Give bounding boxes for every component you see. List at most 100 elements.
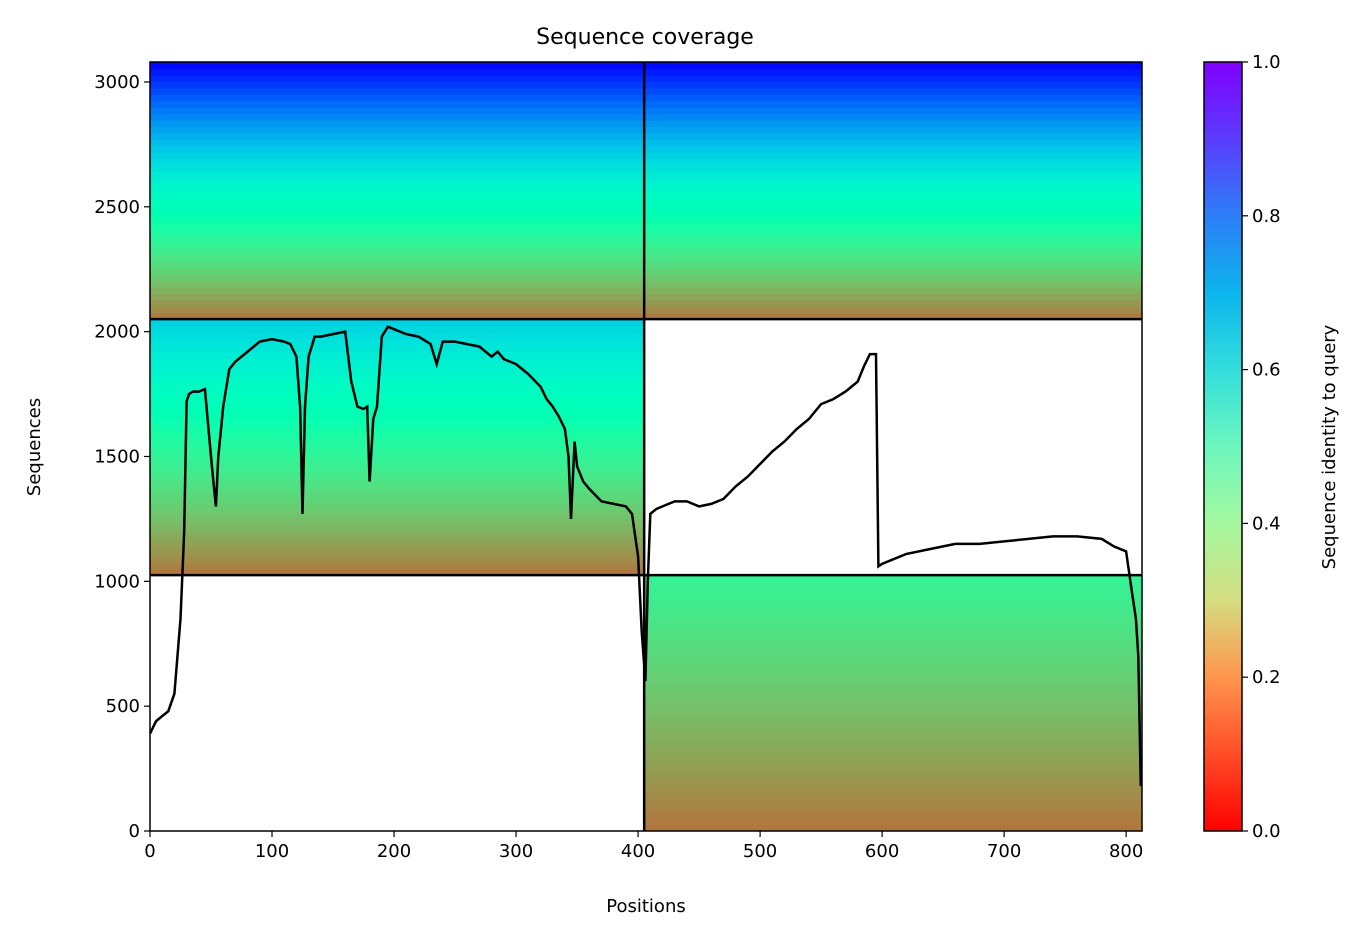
heatmap-band [150,299,645,307]
heatmap-band [644,811,1142,819]
heatmap-band [644,632,1142,640]
y-tick-label: 500 [106,696,140,717]
heatmap-band [644,68,1142,76]
heatmap-band [644,152,1142,160]
heatmap-band [150,261,645,269]
heatmap-band [150,536,645,544]
heatmap-band [644,216,1142,224]
heatmap-band [644,261,1142,269]
heatmap-band [644,703,1142,711]
heatmap-band [644,139,1142,147]
heatmap-band [644,747,1142,755]
heatmap-band [644,581,1142,589]
heatmap-band [150,389,645,397]
colorbar-tick-label: 0.6 [1252,360,1281,381]
y-tick-label: 1000 [94,571,140,592]
heatmap-band [150,287,645,295]
heatmap-band [150,447,645,455]
heatmap-band [150,459,645,467]
heatmap-band [644,248,1142,256]
colorbar-axis: 0.0 0.2 0.4 0.6 0.8 1.0 [1242,52,1281,842]
heatmap-band [150,504,645,512]
heatmap-band [644,94,1142,102]
colorbar-label: Sequence identity to query [1319,324,1340,569]
coverage-line [150,325,1142,787]
heatmap-band [644,575,1142,583]
heatmap-band [644,818,1142,826]
heatmap-band [644,164,1142,172]
heatmap-band [644,799,1142,807]
heatmap-band [150,357,645,365]
y-axis-label: Sequences [24,398,45,496]
heatmap-band [644,190,1142,198]
heatmap-band [644,587,1142,595]
heatmap-band [150,427,645,435]
y-tick-label: 3000 [94,72,140,93]
heatmap-band [644,639,1142,647]
heatmap-band [150,87,645,95]
heatmap-band [150,152,645,160]
heatmap-band [644,197,1142,205]
heatmap-band [644,728,1142,736]
x-tick-label: 500 [743,841,777,862]
heatmap-band [150,145,645,153]
colorbar [1203,61,1243,832]
x-axis-label: Positions [606,896,685,917]
heatmap-band [644,760,1142,768]
heatmap-band [150,107,645,115]
heatmap-band [644,696,1142,704]
x-tick-label: 600 [865,841,899,862]
heatmap-band [644,594,1142,602]
heatmap-band [644,306,1142,314]
heatmap-band [150,511,645,519]
heatmap-band [644,203,1142,211]
heatmap-band [644,74,1142,82]
heatmap-band [150,164,645,172]
heatmap-band [150,383,645,391]
x-tick-label: 700 [987,841,1021,862]
heatmap-band [644,779,1142,787]
y-axis: 0 500 1000 1500 2000 2500 3000 [94,72,150,842]
heatmap-band [150,421,645,429]
heatmap-band [644,792,1142,800]
heatmap-band [150,68,645,76]
x-axis: 0 100 200 300 400 500 600 700 800 [144,831,1143,862]
heatmap-band [150,280,645,288]
x-tick-label: 800 [1109,841,1143,862]
heatmap-band [150,242,645,250]
heatmap-band [644,709,1142,717]
colorbar-tick-label: 0.8 [1252,206,1281,227]
heatmap-band [644,132,1142,140]
heatmap-band [150,491,645,499]
heatmap-band [150,549,645,557]
heatmap-band [644,126,1142,134]
heatmap-band [644,773,1142,781]
heatmap-band [644,607,1142,615]
heatmap-band [150,184,645,192]
heatmap-band [644,741,1142,749]
heatmap-band [150,434,645,442]
y-tick-label: 2000 [94,322,140,343]
heatmap-band [644,280,1142,288]
heatmap-band [150,94,645,102]
heatmap-band [644,100,1142,108]
plot-frame [149,61,1143,832]
heatmap-band [644,677,1142,685]
heatmap-band [644,312,1142,320]
heatmap-band [644,209,1142,217]
heatmap-band [150,229,645,237]
heatmap-band [644,626,1142,634]
heatmap-band [644,824,1142,831]
heatmap-band [150,523,645,531]
heatmap-band [150,370,645,378]
heatmap-band [150,190,645,198]
heatmap-band [644,287,1142,295]
heatmap-band [150,274,645,282]
heatmap-band [150,306,645,314]
heatmap-band [150,113,645,121]
heatmap-band [644,274,1142,282]
heatmap-band [644,786,1142,794]
heatmap-band [150,568,645,576]
heatmap-band [150,171,645,179]
